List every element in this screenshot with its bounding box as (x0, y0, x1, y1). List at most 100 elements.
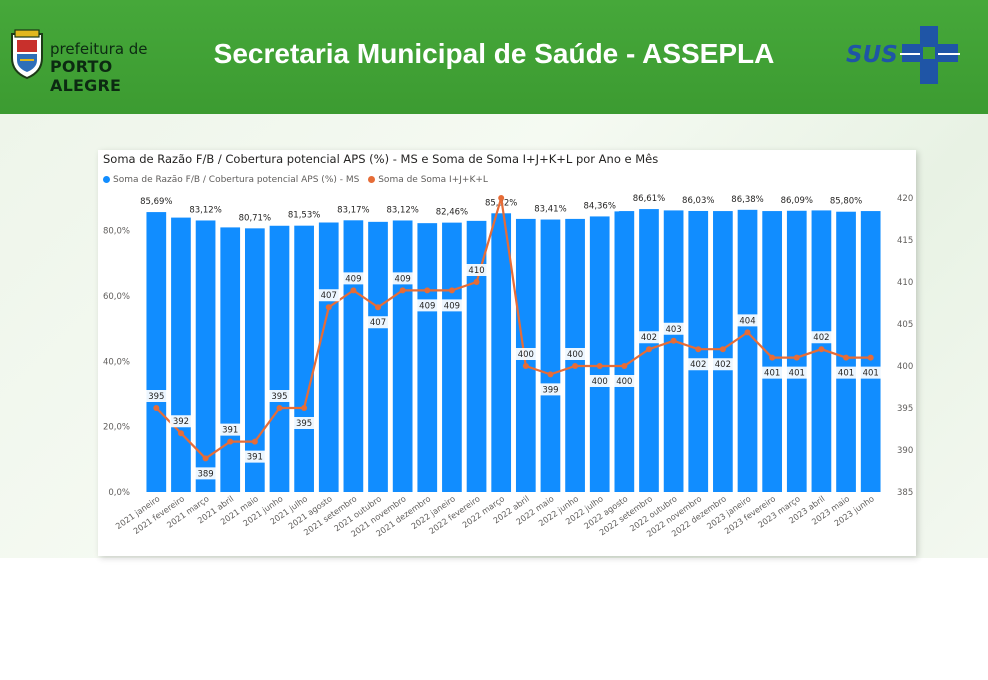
line-data-label: 409 (345, 274, 361, 284)
bar-data-label: 82,46% (436, 208, 468, 218)
bar-label-bg (678, 193, 719, 206)
legend-label-line: Soma de Soma I+J+K+L (378, 175, 488, 185)
bar-data-label: 83,12% (386, 205, 418, 215)
line-label-bg (465, 264, 488, 276)
line-data-label: 403 (665, 325, 681, 335)
chart-title: Soma de Razão F/B / Cobertura potencial … (103, 152, 659, 166)
line-label-bg (219, 423, 242, 436)
bar (220, 227, 241, 492)
y-right-tick-label: 400 (897, 362, 913, 372)
bar (836, 211, 856, 492)
line-label-bg (317, 289, 340, 302)
line-point (227, 438, 234, 445)
city-crest-icon (11, 29, 43, 80)
line-label-bg (268, 390, 291, 402)
line-point (670, 337, 677, 344)
line-point (818, 346, 825, 353)
bar-data-label: 86,09% (781, 196, 813, 206)
line-label-bg (736, 314, 759, 327)
line-label-bg (440, 299, 464, 312)
bar-label-bg (382, 203, 423, 216)
line-data-label: 400 (592, 377, 608, 387)
bar (540, 219, 561, 492)
bar-data-label: 85,80% (830, 197, 862, 207)
line-data-label: 409 (395, 274, 411, 284)
line-label-bg (613, 375, 636, 387)
chart-card[interactable]: Soma de Razão F/B / Cobertura potencial … (98, 150, 916, 556)
line-data-label: 409 (419, 301, 435, 311)
line-point (424, 287, 431, 294)
bar-data-label: 86,03% (682, 196, 714, 206)
line-label-bg (687, 358, 710, 371)
line-data-label: 389 (197, 469, 213, 479)
bar-label-bg (727, 192, 768, 205)
legend-label-bar: Soma de Razão F/B / Cobertura potencial … (113, 175, 360, 185)
line-data-label: 399 (542, 385, 558, 395)
sus-logo: SUS (844, 24, 960, 86)
bar-data-label: 86,61% (633, 194, 665, 204)
y-left-tick-label: 20,0% (103, 423, 130, 433)
line-point (276, 405, 283, 411)
bar (442, 222, 462, 492)
line-data-label: 395 (148, 392, 164, 402)
line-data-label: 409 (444, 301, 460, 311)
line-data-label: 392 (173, 417, 189, 427)
line-point (645, 346, 652, 353)
line-label-bg (637, 331, 661, 344)
y-right-tick-label: 395 (897, 404, 913, 414)
legend-item-line[interactable]: Soma de Soma I+J+K+L (368, 175, 488, 185)
line-label-bg (563, 348, 587, 360)
line-point (473, 279, 480, 285)
line-point (399, 287, 406, 294)
line-point (177, 430, 184, 437)
line-label-bg (810, 331, 833, 344)
line-point (769, 354, 776, 361)
line-point (498, 195, 505, 201)
sus-logo-text: SUS (846, 42, 898, 68)
bar (368, 221, 388, 492)
line-data-label: 402 (813, 333, 829, 343)
line-data-label: 395 (296, 419, 312, 429)
legend-item-bar[interactable]: Soma de Razão F/B / Cobertura potencial … (103, 175, 359, 185)
line-label-bg (145, 390, 168, 402)
line-label-bg (711, 358, 734, 371)
bar (786, 210, 807, 492)
line-label-bg (785, 366, 808, 379)
line-point (547, 371, 554, 378)
line-data-label: 404 (739, 316, 755, 326)
bar-data-label: 81,53% (288, 211, 320, 221)
line-label-bg (342, 272, 365, 285)
bar (269, 225, 290, 492)
bar-label-bg (284, 208, 324, 221)
line-point (448, 287, 455, 294)
line-data-label: 400 (567, 350, 583, 360)
line-label-bg (243, 450, 266, 463)
line-data-label: 402 (690, 360, 706, 370)
chart-legend: Soma de Razão F/B / Cobertura potencial … (103, 175, 494, 185)
line-label-bg (514, 348, 537, 360)
bar (614, 211, 635, 493)
bar (737, 209, 758, 493)
y-left-tick-label: 60,0% (103, 292, 130, 302)
line-data-label: 410 (468, 266, 484, 276)
bar-label-bg (776, 193, 817, 206)
bar-data-label: 85,69% (140, 197, 172, 207)
page-header: prefeitura de PORTO ALEGRE Secretaria Mu… (0, 0, 988, 114)
line-point (325, 304, 332, 311)
line-point (572, 363, 579, 369)
bar (589, 216, 610, 492)
bar (860, 211, 881, 493)
bar-label-bg (826, 194, 866, 207)
logo-line-2: PORTO ALEGRE (50, 57, 122, 95)
line-point (596, 363, 603, 369)
bar-label-bg (629, 192, 669, 205)
line-label-bg (169, 415, 193, 428)
bar (146, 212, 167, 492)
line-point (350, 287, 357, 294)
bar-label-bg (432, 205, 472, 218)
line-point (153, 405, 160, 411)
line-data-label: 401 (789, 369, 805, 379)
y-right-tick-label: 410 (897, 278, 913, 288)
bar (294, 225, 314, 492)
line-point (695, 346, 702, 353)
